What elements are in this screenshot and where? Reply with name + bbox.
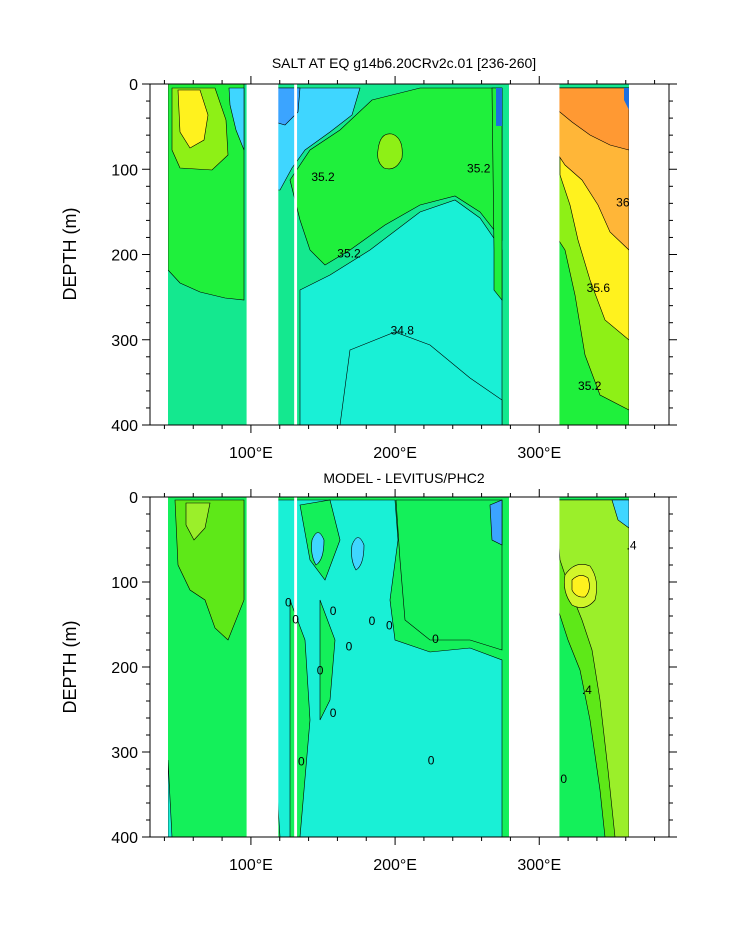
contour-label: 0 <box>285 595 292 609</box>
y-tick-label: 200 <box>111 660 138 677</box>
field2-pac-col2 <box>319 599 336 721</box>
chart-title-2: MODEL - LEVITUS/PHC2 <box>323 470 485 486</box>
field-pac-354 <box>377 133 403 170</box>
contour-label: 0 <box>386 618 393 632</box>
x-tick-label: 300°E <box>517 857 561 874</box>
contour-label: 0 <box>317 663 324 677</box>
field-pac-east-fresh <box>496 88 502 126</box>
margin-west-2 <box>150 497 168 837</box>
land-gap-3 <box>508 84 560 425</box>
land-gap-3 <box>508 497 560 837</box>
contour-label: 0 <box>346 640 353 654</box>
contour-label: 35.6 <box>587 281 611 295</box>
field2-pac-cyan <box>274 499 503 837</box>
contour-labels-1: 35.2 35.2 35.2 34.8 36 35.6 35.2 <box>311 161 630 392</box>
y-axis-label-1: DEPTH (m) <box>60 208 80 301</box>
contour-label: 35.2 <box>578 379 602 393</box>
contour-label: 35.2 <box>467 161 491 175</box>
x-tick-label: 200°E <box>373 445 417 462</box>
difference-field-2 <box>150 497 669 837</box>
x-tick-label: 200°E <box>373 857 417 874</box>
land-gap-2 <box>294 497 298 837</box>
y-tick-label: 0 <box>129 77 138 94</box>
contour-label: 0 <box>292 612 299 626</box>
y-tick-label: 200 <box>111 248 138 265</box>
contour-label: 36 <box>616 196 630 210</box>
land-gaps-2 <box>246 497 560 837</box>
chart-panel-1: SALT AT EQ g14b6.20CRv2c.01 [236-260] <box>60 55 677 462</box>
contour-label: 0 <box>330 706 337 720</box>
land-gaps-1 <box>246 84 560 425</box>
contour-label: 34.8 <box>391 323 415 337</box>
y-tick-label: 100 <box>111 162 138 179</box>
field2-atl-core <box>571 575 590 598</box>
contour-label: 0 <box>432 632 439 646</box>
x-tick-label: 300°E <box>517 445 561 462</box>
x-axis-2: 100°E 200°E 300°E <box>163 489 656 874</box>
land-gap-2 <box>294 84 298 425</box>
contour-label: 0 <box>369 614 376 628</box>
y-axis-1: 0 100 200 300 400 <box>111 77 677 435</box>
x-tick-label: 100°E <box>229 445 273 462</box>
x-tick-label: 100°E <box>229 857 273 874</box>
field-pac-deep2 <box>339 331 503 425</box>
y-tick-label: 0 <box>129 490 138 507</box>
y-tick-label: 400 <box>111 830 138 847</box>
y-tick-label: 100 <box>111 575 138 592</box>
field2-pac-east <box>489 499 503 546</box>
contour-label: 0 <box>560 772 567 786</box>
contour-label: 0 <box>428 754 435 768</box>
margin-east-1 <box>629 84 669 425</box>
field2-pac-blob2 <box>351 537 365 571</box>
field2-pac-blob1 <box>311 532 325 566</box>
field2-west-light <box>185 502 211 541</box>
contour-label: 35.2 <box>337 247 361 261</box>
contour-label: 0 <box>330 604 337 618</box>
land-gap-1 <box>246 84 279 425</box>
y-axis-2: 0 100 200 300 400 <box>111 490 677 847</box>
field-west-fresh <box>228 87 245 151</box>
field-pac-352 <box>289 87 503 266</box>
x-axis-1: 100°E 200°E 300°E <box>163 76 656 462</box>
contour-label: .4 <box>627 538 637 552</box>
y-tick-label: 300 <box>111 333 138 350</box>
contour-label: 0 <box>298 754 305 768</box>
contour-label: .4 <box>582 683 592 697</box>
y-tick-label: 400 <box>111 418 138 435</box>
y-tick-label: 300 <box>111 745 138 762</box>
y-axis-label-2: DEPTH (m) <box>60 621 80 714</box>
field-atl-edge <box>624 88 629 110</box>
margin-east-2 <box>629 497 669 837</box>
land-gap-1 <box>246 497 279 837</box>
margin-west-1 <box>150 84 168 425</box>
field-west-356 <box>177 89 209 149</box>
chart-panel-2: MODEL - LEVITUS/PHC2 <box>60 470 677 874</box>
contour-label: 35.2 <box>311 170 335 184</box>
chart-title-1: SALT AT EQ g14b6.20CRv2c.01 [236-260] <box>272 55 536 71</box>
salinity-field-1 <box>150 84 669 425</box>
